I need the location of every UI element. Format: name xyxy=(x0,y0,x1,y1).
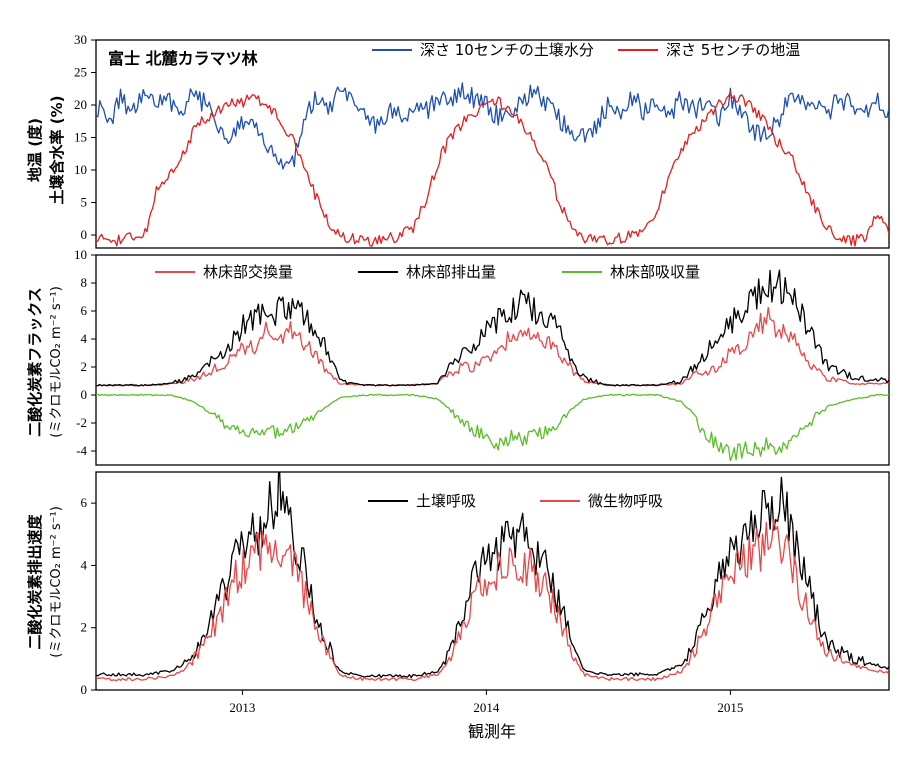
panel-3-ylabel: 二酸化炭素排出速度 (ミクロモルCO₂ m⁻² s⁻¹) xyxy=(26,506,64,658)
p2-s3-line xyxy=(96,393,889,462)
site-annotation: 富士 北麓カラマツ林 xyxy=(108,49,258,68)
panel-3-ylabel-line2: (ミクロモルCO₂ m⁻² s⁻¹) xyxy=(49,506,64,658)
panel-1-ytick-label-2: 10 xyxy=(74,162,87,177)
panel-1-ylabel-line2: 土壌含水率 (%) xyxy=(48,96,66,205)
legend-p3-s1-label: 土壌呼吸 xyxy=(416,492,476,510)
panel-1-frame xyxy=(95,39,890,249)
panel-1-ytick-label-4: 20 xyxy=(74,97,87,112)
legend-p1-s1-label: 深さ 10センチの土壌水分 xyxy=(420,41,594,59)
legend-p2-s3-label: 林床部吸収量 xyxy=(610,263,700,281)
panel-2-ytick-label-5: 6 xyxy=(81,303,88,318)
legend-p2-s2-label: 林床部排出量 xyxy=(406,263,496,281)
p3-s2-line xyxy=(96,518,889,682)
panel-3-ytick-label-3: 6 xyxy=(81,495,88,510)
panel-2-ytick-label-0: -4 xyxy=(76,443,87,458)
p1-s1-line xyxy=(96,82,889,170)
legend-p1-s2-label: 深さ 5センチの地温 xyxy=(666,41,800,59)
xtick-label-1: 2014 xyxy=(473,700,500,715)
panel-2-ylabel: 二酸化炭素フラックス (ミクロモルCO₂ m⁻² s⁻¹) xyxy=(26,286,64,438)
panel-1-ylabel: 地温 (度) 土壌含水率 (%) xyxy=(26,96,66,205)
p2-s1-line xyxy=(96,306,889,387)
legend-p3-s2-label: 微生物呼吸 xyxy=(588,492,663,510)
xtick-label-2: 2015 xyxy=(717,700,743,715)
panel-soil-temp-moisture: 0 5 10 15 20 25 30 深さ 10センチの土壌水分 深さ 5センチの地温 xyxy=(74,32,889,247)
p2-s2-line xyxy=(96,269,889,387)
panel-1-ytick-label-0: 0 xyxy=(81,227,88,242)
x-axis-title: 観測年 xyxy=(468,722,516,741)
panel-3-ylabel-line1: 二酸化炭素排出速度 xyxy=(26,514,44,650)
panel-3-ytick-label-0: 0 xyxy=(81,682,88,697)
panel-2-ylabel-line2: (ミクロモルCO₂ m⁻² s⁻¹) xyxy=(49,286,64,438)
panel-2-ytick-label-3: 2 xyxy=(81,359,88,374)
panel-1-ytick-label-1: 5 xyxy=(81,195,88,210)
panel-co2-flux: -4 -2 0 2 4 6 8 10 林床部交換量 林床部排出量 林床部吸収量 xyxy=(74,247,889,462)
panel-2-frame xyxy=(95,254,890,466)
panel-2-ylabel-line1: 二酸化炭素フラックス xyxy=(26,287,44,437)
panel-co2-emission-rate: 0 2 4 6 2013 2014 2015 土壌呼吸 微生物呼吸 xyxy=(81,472,889,715)
panel-1-ytick-label-6: 30 xyxy=(74,32,87,47)
panel-3-frame xyxy=(95,471,890,691)
panel-1-ylabel-line1: 地温 (度) xyxy=(26,118,44,182)
panel-2-ytick-label-2: 0 xyxy=(81,387,88,402)
panel-1-ytick-label-5: 25 xyxy=(74,65,87,80)
xtick-label-0: 2013 xyxy=(229,700,255,715)
legend-p2-s1-label: 林床部交換量 xyxy=(203,263,293,281)
panel-3-ytick-label-2: 4 xyxy=(81,557,88,572)
panel-2-ytick-label-6: 8 xyxy=(81,275,88,290)
panel-2-ytick-label-1: -2 xyxy=(76,415,87,430)
panel-2-ytick-label-7: 10 xyxy=(74,247,87,262)
panel-1-ytick-label-3: 15 xyxy=(74,130,87,145)
panel-2-ytick-label-4: 4 xyxy=(81,331,88,346)
p1-s2-line xyxy=(96,92,889,247)
panel-3-ytick-label-1: 2 xyxy=(81,620,88,635)
p3-s1-line xyxy=(96,472,889,679)
